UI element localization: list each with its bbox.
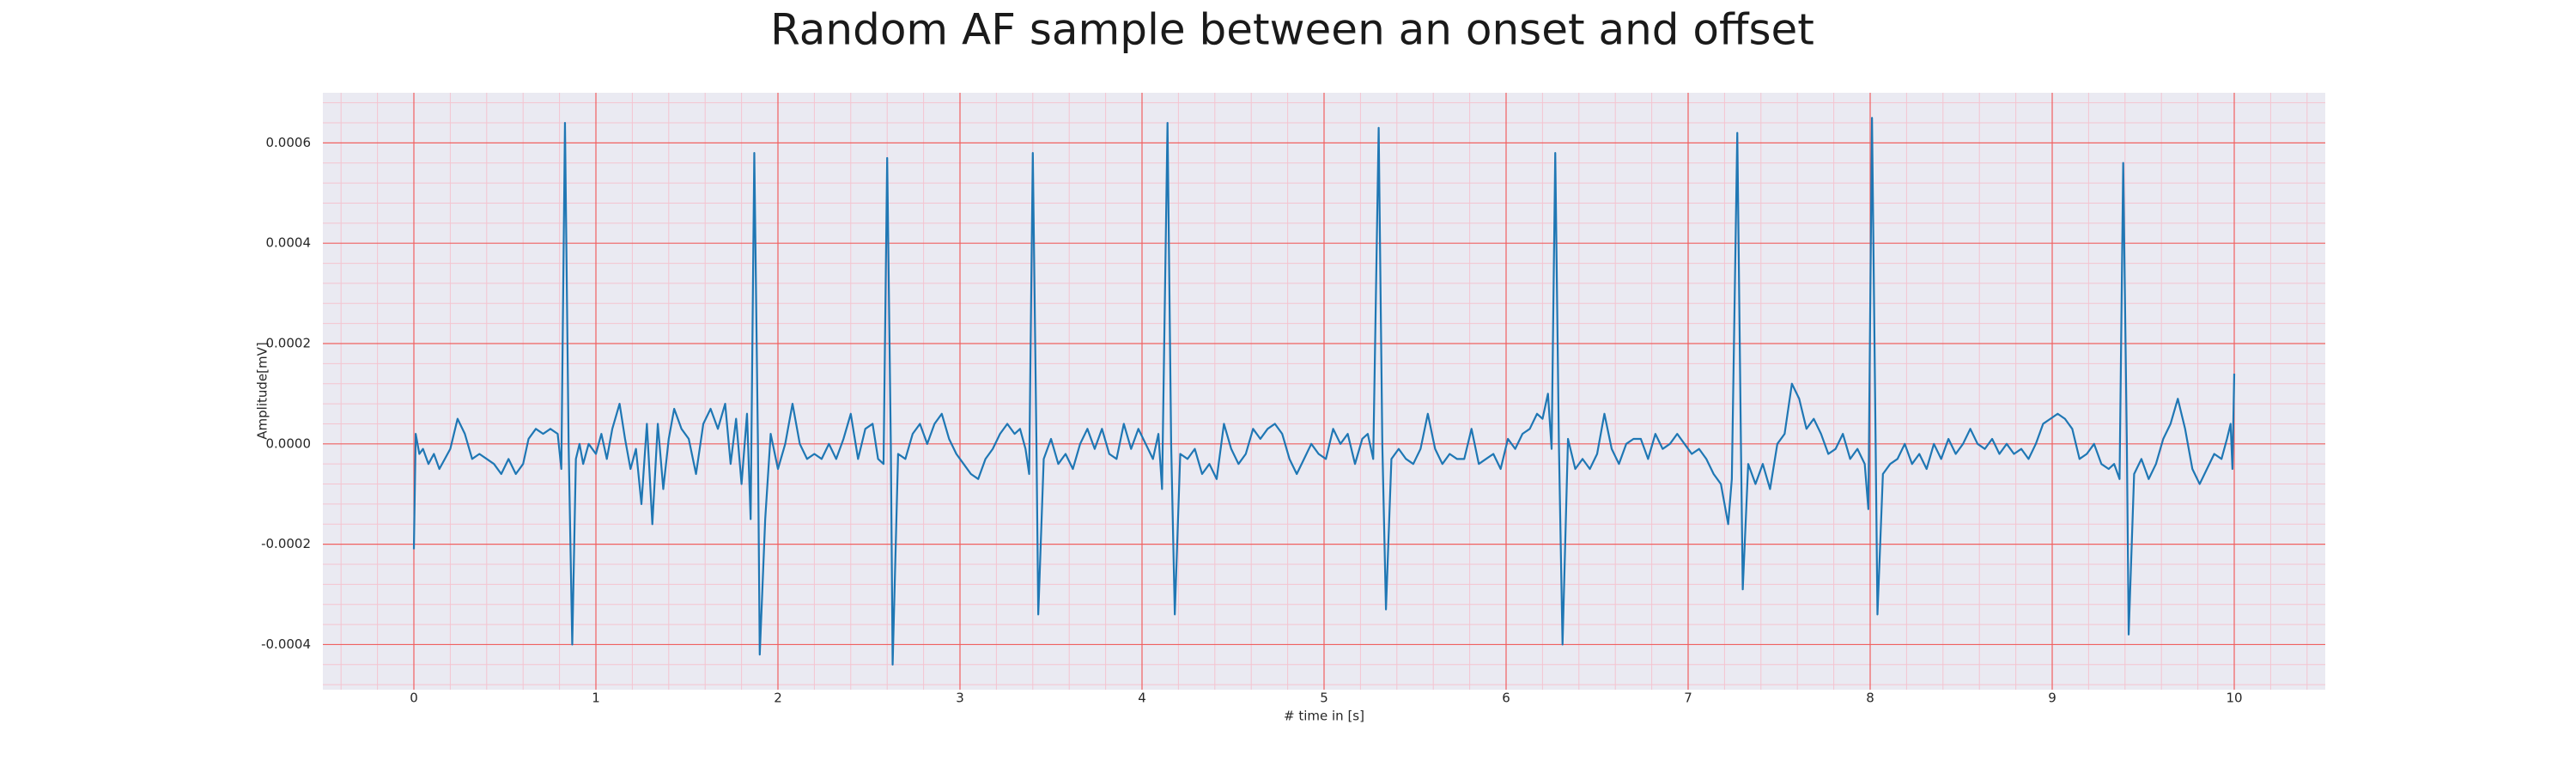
x-tick-label: 8 xyxy=(1866,691,1874,706)
x-tick-label: 0 xyxy=(410,691,418,706)
y-tick-label: 0.0000 xyxy=(266,435,312,451)
x-axis-label: # time in [s] xyxy=(1284,709,1364,724)
y-tick-label: -0.0004 xyxy=(261,636,311,652)
signal-line xyxy=(412,117,2236,666)
x-tick-label: 6 xyxy=(1502,691,1510,706)
x-tick-label: 7 xyxy=(1684,691,1692,706)
x-tick-label: 3 xyxy=(956,691,964,706)
y-tick-label: -0.0002 xyxy=(261,536,311,551)
y-axis-label: Amplitude[mV] xyxy=(255,342,270,439)
y-tick-label: 0.0006 xyxy=(266,135,312,150)
x-tick-label: 5 xyxy=(1320,691,1328,706)
chart-title: Random AF sample between an onset and of… xyxy=(770,5,1814,55)
x-tick-label: 4 xyxy=(1138,691,1146,706)
x-tick-label: 10 xyxy=(2226,691,2242,706)
marks xyxy=(412,117,2236,666)
x-tick-label: 9 xyxy=(2048,691,2057,706)
x-tick-label: 1 xyxy=(592,691,600,706)
y-tick-label: 0.0004 xyxy=(266,235,312,251)
y-tick-label: 0.0002 xyxy=(266,336,312,351)
x-tick-label: 2 xyxy=(774,691,782,706)
